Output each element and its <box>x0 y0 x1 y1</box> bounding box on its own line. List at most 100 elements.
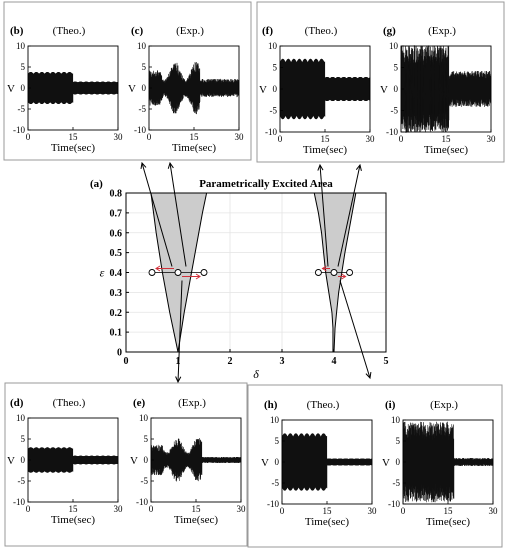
y-tick-label: 10 <box>391 415 401 425</box>
main-chart: 0 1 2 3 4 5 0 0.1 0.2 0.3 0.4 0.5 0.6 0.7 0.8 Parametri… <box>90 178 389 381</box>
subplot-title: (Exp.) <box>176 25 204 37</box>
x-tick-label: 1 <box>176 356 181 367</box>
arrow-left-2-head <box>321 265 327 272</box>
y-tick-label: 5 <box>21 62 26 72</box>
y-tick-label: -5 <box>141 476 149 486</box>
y-tick-label: 5 <box>273 63 278 73</box>
y-tick-label: 0.3 <box>110 288 123 299</box>
x-tick-label: 30 <box>114 132 124 142</box>
x-tick-label: 30 <box>235 132 245 142</box>
connector-to-b-c <box>141 162 173 267</box>
x-axis-label: Time(sec) <box>305 516 350 528</box>
y-tick-label: -5 <box>18 104 26 114</box>
connector-to-f-g-2-head <box>355 163 362 171</box>
signal-trace <box>402 421 494 503</box>
marker-point <box>330 269 338 276</box>
x-tick-label: 2 <box>228 356 233 367</box>
group-box-bottom-right <box>247 384 503 548</box>
y-tick-label: -5 <box>18 476 26 486</box>
y-tick-label: 0 <box>275 457 280 467</box>
x-tick-label: 15 <box>444 506 454 516</box>
y-axis-label: V <box>128 83 136 95</box>
x-tick-label: 4 <box>332 356 337 367</box>
x-tick-label: 3 <box>280 356 285 367</box>
y-tick-label: -5 <box>272 478 280 488</box>
y-tick-label: -10 <box>134 125 146 135</box>
y-tick-label: 10 <box>139 413 149 423</box>
x-axis-label: Time(sec) <box>172 142 217 154</box>
y-tick-label: -10 <box>386 127 398 137</box>
x-tick-label: 30 <box>114 504 124 514</box>
y-tick-label: -5 <box>391 106 399 116</box>
x-axis-label: Time(sec) <box>424 144 469 156</box>
y-tick-label: 10 <box>389 41 399 51</box>
signal-trace <box>150 438 242 482</box>
x-tick-label: 30 <box>237 504 247 514</box>
y-axis-label: V <box>261 457 269 469</box>
subplot-title: (Theo.) <box>305 25 338 37</box>
marker-point <box>346 269 354 276</box>
subplot-title: (Exp.) <box>428 25 456 37</box>
main-y-label: ε <box>100 266 105 280</box>
y-tick-label: 0.6 <box>110 228 123 239</box>
y-tick-label: -10 <box>267 499 279 509</box>
y-tick-label: 5 <box>394 63 399 73</box>
y-tick-label: 0 <box>273 84 278 94</box>
y-tick-label: 0.4 <box>110 268 123 279</box>
y-tick-label: 0.7 <box>110 208 123 219</box>
signal-trace <box>400 45 492 133</box>
connector-to-f-g <box>319 164 329 267</box>
y-axis-label: V <box>259 84 267 96</box>
marker-point <box>200 269 208 276</box>
x-tick-label: 0 <box>280 506 285 516</box>
subplot-title: (Exp.) <box>178 397 206 409</box>
y-tick-label: 0 <box>117 348 122 359</box>
y-tick-label: 0 <box>394 84 399 94</box>
y-tick-label: 10 <box>270 415 280 425</box>
x-axis-label: Time(sec) <box>426 516 471 528</box>
panel-label: (g) <box>383 25 396 37</box>
y-tick-label: 10 <box>137 41 147 51</box>
connector-to-f-g-2 <box>337 164 361 267</box>
y-tick-label: 0 <box>21 455 26 465</box>
y-tick-label: -10 <box>265 127 277 137</box>
y-tick-label: -10 <box>136 497 148 507</box>
main-x-label: δ <box>253 367 259 381</box>
y-axis-label: V <box>130 455 138 467</box>
y-tick-label: 10 <box>16 41 26 51</box>
y-tick-label: -10 <box>388 499 400 509</box>
y-axis-label: V <box>382 457 390 469</box>
y-axis-label: V <box>380 84 388 96</box>
arrow-right-2-head <box>341 273 347 280</box>
x-tick-label: 30 <box>366 134 376 144</box>
x-axis-label: Time(sec) <box>174 514 219 526</box>
x-tick-label: 0 <box>401 506 406 516</box>
panel-label-a: (a) <box>90 178 103 190</box>
x-tick-label: 15 <box>323 506 333 516</box>
x-axis-label: Time(sec) <box>51 142 96 154</box>
x-tick-label: 15 <box>69 504 79 514</box>
arrow-right-1-head <box>195 273 201 280</box>
y-tick-label: 0 <box>396 457 401 467</box>
connector-to-b-c-2-head <box>167 161 174 169</box>
x-tick-label: 15 <box>190 132 200 142</box>
y-tick-label: 5 <box>275 436 280 446</box>
connector-to-b-c-2 <box>169 162 187 267</box>
connector-to-h-i-head <box>365 371 372 380</box>
x-tick-label: 15 <box>192 504 202 514</box>
x-tick-label: 0 <box>399 134 404 144</box>
y-tick-label: -10 <box>13 125 25 135</box>
signal-trace <box>281 433 373 491</box>
x-tick-label: 15 <box>321 134 331 144</box>
marker-point <box>314 269 322 276</box>
panel-label: (i) <box>385 399 396 411</box>
